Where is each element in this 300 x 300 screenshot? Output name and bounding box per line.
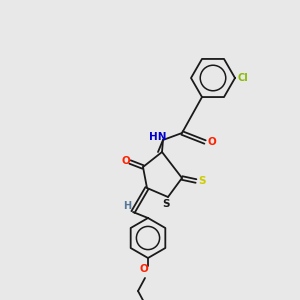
- Text: O: O: [140, 264, 149, 274]
- Text: S: S: [162, 199, 170, 209]
- Text: S: S: [198, 176, 206, 186]
- Text: Cl: Cl: [237, 73, 248, 83]
- Text: O: O: [207, 137, 216, 147]
- Text: HN: HN: [149, 132, 166, 142]
- Text: H: H: [123, 201, 131, 211]
- Text: O: O: [121, 156, 130, 166]
